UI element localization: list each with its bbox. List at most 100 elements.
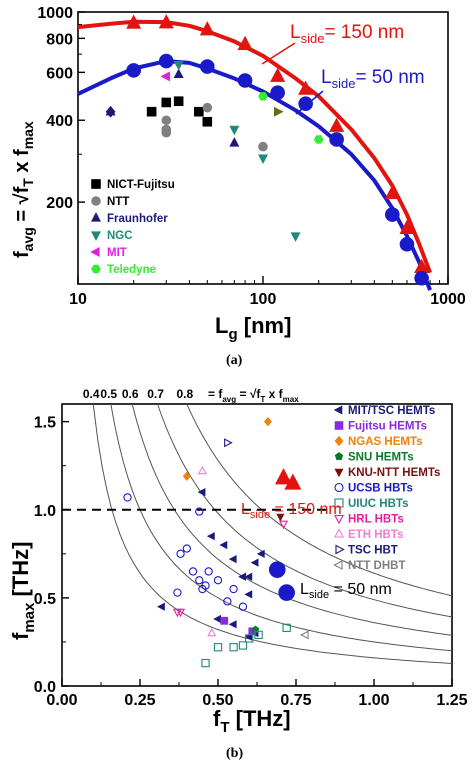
panel-a-legend-label: NICT-Fujitsu bbox=[107, 179, 175, 191]
panel-a-y-tick-label: 200 bbox=[46, 195, 73, 212]
panel-a-annotation-150nm-sub: side bbox=[301, 31, 325, 46]
panel-b-data-points bbox=[123, 416, 309, 668]
panel-b-point-mit-tsc-hemts bbox=[206, 532, 215, 541]
panel-b-iso-label: 0.5 bbox=[100, 387, 117, 401]
panel-a-annotation-50nm-sub: side bbox=[332, 76, 356, 91]
panel-b-iso-curve-0.7 bbox=[157, 403, 453, 618]
panel-b-legend-marker bbox=[334, 528, 344, 538]
panel-a-point-nict-fujitsu bbox=[161, 97, 172, 108]
panel-a-caption: (a) bbox=[226, 353, 243, 368]
panel-b-legend-label: KNU-NTT HEMTs bbox=[348, 467, 440, 479]
panel-b-point-fujitsu-hemts bbox=[220, 616, 229, 625]
panel-a-fit-curves bbox=[77, 19, 432, 291]
panel-b-point-l-side-50-nm bbox=[268, 561, 286, 578]
panel-b-iso-curve-0.6 bbox=[131, 403, 453, 636]
panel-b-iso-title-sub2: T bbox=[260, 395, 265, 404]
panel-b-iso-title-main: = f bbox=[208, 387, 223, 401]
panel-b-legend-label: NGAS HEMTs bbox=[348, 436, 423, 448]
panel-b-y-tick-label: 0.5 bbox=[34, 591, 56, 608]
panel-a: 10 100 1000 200 400 600 800 1000 NICT-Fujitsu NT… bbox=[11, 5, 466, 368]
panel-a-x-tick-label: 10 bbox=[69, 291, 87, 308]
panel-a-point-ngc bbox=[229, 125, 240, 136]
panel-a-point-l-side-50-nm bbox=[126, 63, 141, 78]
panel-b-x-axis-title-sub: T bbox=[220, 719, 229, 736]
panel-a-legend-marker bbox=[91, 231, 101, 241]
panel-a-point-l-side-150-nm bbox=[237, 35, 253, 50]
panel-b-annotation-150nm-main: L bbox=[241, 501, 250, 518]
panel-a-annotation-50nm-pointer bbox=[295, 90, 324, 115]
panel-b-annotation-50nm-main: L bbox=[300, 581, 309, 598]
panel-a-x-tick-label: 100 bbox=[250, 291, 277, 308]
panel-a-y-tick-label: 800 bbox=[46, 31, 73, 48]
panel-b-point-eth-hbts bbox=[207, 627, 217, 637]
panel-b-point-ucsb-hbts bbox=[195, 576, 204, 585]
panel-a-point-ngc bbox=[290, 232, 301, 242]
panel-b-x-tick-label: 0.25 bbox=[124, 692, 155, 709]
panel-a-point-teledyne bbox=[313, 135, 324, 144]
panel-a-point-fraunhofer bbox=[173, 68, 184, 79]
panel-a-legend-label: Fraunhofer bbox=[107, 213, 168, 225]
panel-b-iso-curve-0.8 bbox=[186, 403, 453, 597]
panel-b-point-ucsb-hbts bbox=[123, 493, 132, 502]
panel-b-iso-label: 0.8 bbox=[176, 387, 193, 401]
panel-b-point-ucsb-hbts bbox=[213, 576, 223, 585]
panel-a-y-axis-title-rest: = √f bbox=[11, 186, 33, 227]
panel-a-point-l-side-50-nm bbox=[399, 236, 415, 252]
panel-a-point-l-side-50-nm bbox=[270, 85, 285, 101]
panel-b-iso-label: 0.4 bbox=[83, 387, 100, 401]
panel-b-point-mit-tsc-hemts bbox=[244, 572, 253, 581]
panel-a-legend-marker bbox=[91, 212, 101, 222]
panel-a-point-ntt bbox=[161, 127, 172, 138]
panel-a-point-other2 bbox=[273, 106, 284, 117]
panel-b-legend-label: ETH HBTs bbox=[348, 529, 403, 541]
panel-a-point-nict-fujitsu bbox=[202, 116, 213, 127]
panel-b-point-hrl-hbts bbox=[176, 608, 186, 618]
panel-b-legend-label: Fujitsu HEMTs bbox=[348, 421, 427, 433]
panel-b-point-ucsb-hbts bbox=[176, 549, 185, 558]
panel-a-point-l-side-150-nm bbox=[384, 184, 400, 200]
panel-b-point-mit-tsc-hemts bbox=[228, 555, 237, 564]
panel-b-legend-marker bbox=[334, 468, 344, 478]
panel-a-data-points bbox=[105, 14, 430, 286]
panel-b-axis-ticks: 0.00 0.25 0.50 0.75 1.00 1.25 0.0 0.5 1.0 1.5 bbox=[34, 415, 468, 709]
panel-a-annotation-50nm-rest: = 50 nm bbox=[355, 67, 424, 88]
panel-b-x-axis-title-rest: [THz] bbox=[230, 706, 291, 731]
panel-a-y-axis-title-rest2: x f bbox=[11, 149, 33, 178]
panel-a-point-l-side-150-nm bbox=[270, 67, 286, 82]
panel-b-point-uiuc-hbts bbox=[254, 630, 263, 640]
panel-a-point-ntt bbox=[202, 102, 213, 113]
panel-b-point-eth-hbts bbox=[197, 465, 207, 475]
panel-a-point-l-side-50-nm bbox=[298, 96, 313, 112]
panel-a-annotation-50nm-main: L bbox=[321, 67, 332, 88]
panel-b-legend-label: UIUC HBTs bbox=[348, 498, 408, 510]
panel-a-x-axis-title-main: L bbox=[215, 313, 228, 338]
panel-b-point-mit-tsc-hemts bbox=[157, 602, 165, 611]
panel-a-annotation-150nm-main: L bbox=[290, 22, 301, 43]
panel-a-point-teledyne bbox=[258, 92, 268, 101]
panel-b-legend-label: NTT DHBT bbox=[348, 560, 406, 572]
panel-b-annotation-150nm-rest: = 150 nm bbox=[270, 501, 342, 518]
panel-b-point-ucsb-hbts bbox=[188, 567, 198, 576]
panel-b-x-tick-label: 0.50 bbox=[202, 692, 233, 709]
panel-b-iso-curve-0.5 bbox=[110, 403, 453, 652]
panel-b-legend-label: HRL HBTs bbox=[348, 514, 404, 526]
panel-b-iso-title: = favg = √fT x fmax bbox=[208, 387, 299, 404]
panel-a-fit-curve-0 bbox=[77, 19, 432, 274]
panel-b-legend-marker bbox=[334, 435, 344, 447]
panel-a-y-axis-title-sub: avg bbox=[20, 227, 36, 251]
panel-b-legend: MIT/TSC HEMTs Fujitsu HEMTs NGAS HEMTs SNU … bbox=[333, 405, 440, 572]
panel-b-y-tick-label: 1.0 bbox=[34, 503, 56, 520]
panel-b-legend-marker bbox=[333, 405, 343, 415]
panel-a-x-axis-title: Lg [nm] bbox=[215, 313, 291, 343]
panel-b-point-hrl-hbts bbox=[279, 520, 289, 530]
panel-b-point-uiuc-hbts bbox=[282, 623, 291, 632]
panel-a-legend-label: NTT bbox=[107, 196, 129, 208]
panel-a-legend-marker bbox=[90, 247, 100, 257]
panel-a-point-l-side-50-nm bbox=[385, 207, 400, 222]
panel-a-legend-label: Teledyne bbox=[107, 264, 156, 276]
panel-a-point-ngc bbox=[258, 154, 268, 165]
panel-a-point-nict-fujitsu bbox=[173, 96, 184, 106]
panel-b-x-tick-label: 0.75 bbox=[280, 692, 311, 709]
panel-a-point-l-side-50-nm bbox=[414, 270, 429, 286]
panel-a-legend: NICT-Fujitsu NTT Fraunhofer NGC MIT Teledyne bbox=[90, 179, 175, 276]
